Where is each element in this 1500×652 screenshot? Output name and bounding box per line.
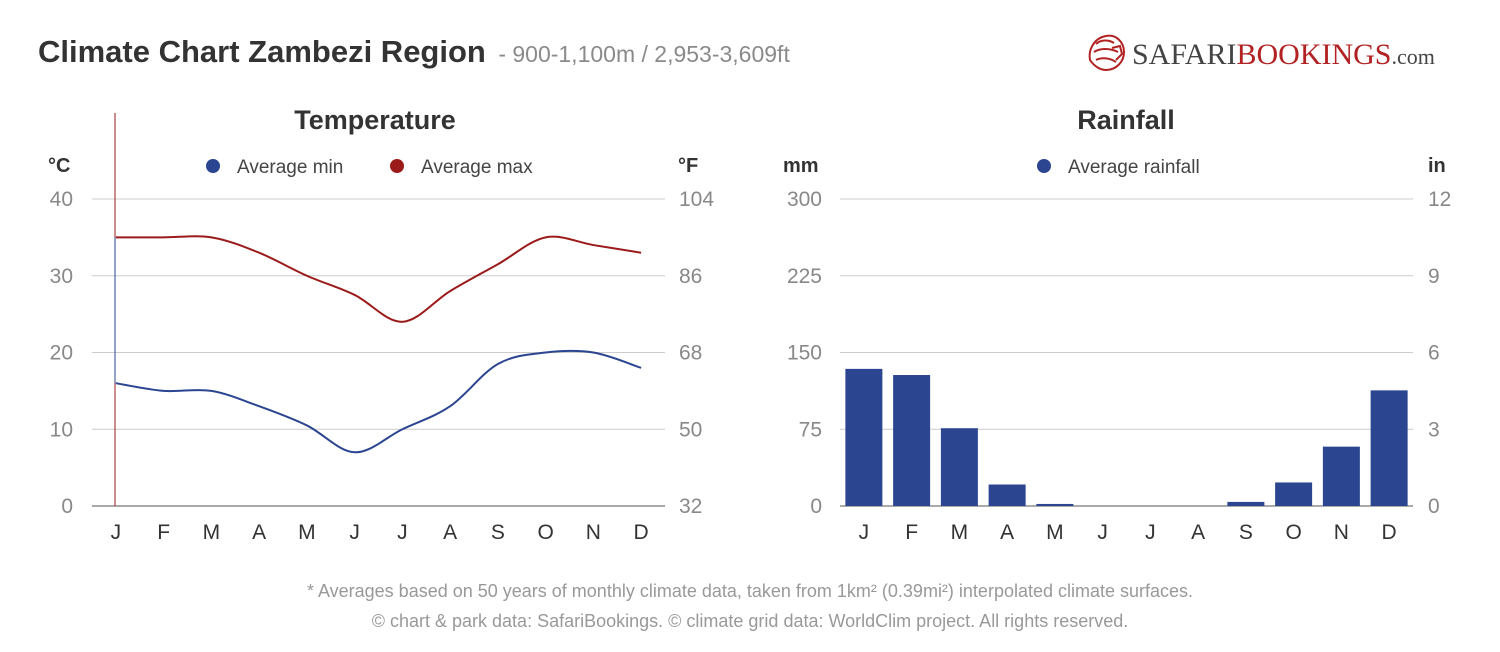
temp-x-tick-label: S [491, 521, 505, 544]
page-header: Climate Chart Zambezi Region - 900-1,100… [38, 34, 790, 70]
temp-x-tick-label: F [157, 521, 170, 544]
brand-logo[interactable]: SAFARIBOOKINGS.com [1086, 30, 1466, 74]
rain-y-tick-label: 300 [787, 188, 822, 211]
rain-y2-tick-label: 6 [1428, 342, 1440, 365]
svg-text:SAFARIBOOKINGS.com: SAFARIBOOKINGS.com [1132, 38, 1435, 71]
temp-y-tick-label: 40 [50, 188, 73, 211]
temp-legend-marker-1 [206, 159, 220, 173]
rain-y2-tick-label: 3 [1428, 418, 1440, 441]
temp-y2-tick-label: 104 [679, 188, 714, 211]
temp-y-tick-label: 20 [50, 342, 73, 365]
rain-left-unit: mm [783, 155, 819, 177]
temp-y-tick-label: 0 [61, 495, 73, 518]
temp-legend-label-2: Average max [421, 157, 533, 178]
temp-right-unit: °F [678, 155, 698, 177]
temp-y2-tick-label: 86 [679, 265, 702, 288]
rain-x-tick-label: N [1334, 521, 1349, 544]
temp-x-tick-label: A [443, 521, 457, 544]
footnote-copyright: © chart & park data: SafariBookings. © c… [371, 611, 1129, 631]
temp-x-tick-label: J [349, 521, 360, 544]
brand-name-safari: SAFARI [1132, 38, 1236, 71]
rain-x-tick-label: F [905, 521, 918, 544]
rain-y-tick-label: 225 [787, 265, 822, 288]
rain-right-unit: in [1428, 155, 1446, 177]
rain-x-tick-label: J [1097, 521, 1108, 544]
rain-bar [1036, 503, 1074, 506]
rain-y-tick-label: 0 [810, 495, 822, 518]
rain-chart-title: Rainfall [1077, 105, 1175, 135]
rain-y2-tick-label: 0 [1428, 495, 1440, 518]
rain-x-tick-label: O [1285, 521, 1301, 544]
rain-legend-label-1: Average rainfall [1068, 157, 1200, 178]
rain-bar [940, 428, 978, 506]
temp-left-unit: °C [48, 155, 70, 177]
temp-chart-title: Temperature [294, 105, 456, 135]
temp-series-line-min [115, 349, 642, 454]
rain-y2-tick-label: 9 [1428, 265, 1440, 288]
rain-x-tick-label: J [1145, 521, 1156, 544]
rain-legend-marker-1 [1037, 159, 1051, 173]
rain-bar [1322, 446, 1360, 506]
brand-name-com: .com [1392, 44, 1435, 69]
temp-y2-tick-label: 68 [679, 342, 702, 365]
temp-series-line-max [115, 235, 642, 323]
rain-x-tick-label: A [1191, 521, 1205, 544]
rain-bar [1227, 501, 1265, 506]
temp-y2-tick-label: 50 [679, 418, 702, 441]
rain-x-tick-label: M [951, 521, 969, 544]
temp-x-tick-label: O [537, 521, 553, 544]
lion-head-icon [1088, 34, 1126, 72]
rain-x-tick-label: A [1000, 521, 1014, 544]
rain-x-tick-label: M [1046, 521, 1064, 544]
temp-x-tick-label: J [397, 521, 408, 544]
temp-x-tick-label: J [111, 521, 122, 544]
page-subtitle: - 900-1,100m / 2,953-3,609ft [498, 41, 790, 67]
rain-bar [845, 368, 883, 506]
temp-y2-tick-label: 32 [679, 495, 702, 518]
rain-y-tick-label: 150 [787, 342, 822, 365]
rain-x-tick-label: S [1239, 521, 1253, 544]
temp-x-tick-label: A [252, 521, 266, 544]
temp-x-tick-label: N [586, 521, 601, 544]
rain-y2-tick-label: 12 [1428, 188, 1451, 211]
footnote-averages: * Averages based on 50 years of monthly … [306, 581, 1194, 601]
rain-bar [988, 484, 1026, 506]
rain-x-tick-label: D [1382, 521, 1397, 544]
rain-bar [893, 375, 931, 506]
temp-x-tick-label: M [203, 521, 221, 544]
brand-name-bookings: BOOKINGS [1236, 38, 1391, 71]
temp-y-tick-label: 30 [50, 265, 73, 288]
page-title: Climate Chart Zambezi Region [38, 34, 486, 69]
temp-x-tick-label: M [298, 521, 316, 544]
temp-y-tick-label: 10 [50, 418, 73, 441]
rain-bar [1275, 482, 1313, 506]
temp-legend-marker-2 [390, 159, 404, 173]
rain-x-tick-label: J [859, 521, 870, 544]
temp-x-tick-label: D [634, 521, 649, 544]
rain-bar [1370, 390, 1408, 506]
rain-y-tick-label: 75 [799, 418, 822, 441]
temp-legend-label-1: Average min [237, 157, 343, 178]
